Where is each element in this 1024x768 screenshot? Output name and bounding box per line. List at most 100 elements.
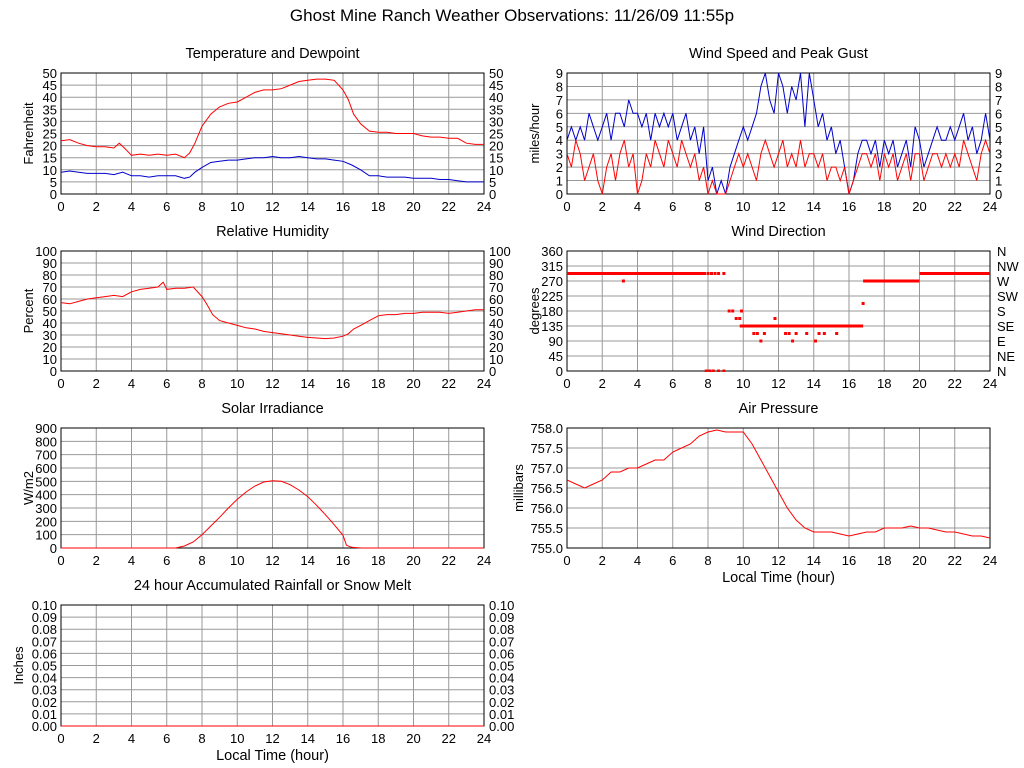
x-tick-label: 2	[93, 199, 100, 214]
grid	[60, 427, 485, 549]
y-tick-label-right: 0	[995, 187, 1002, 202]
y-tick-label: 100	[35, 244, 57, 259]
x-tick-label: 16	[842, 199, 856, 214]
grid	[60, 72, 485, 195]
x-tick-label: 2	[599, 376, 606, 391]
direction-point	[621, 279, 625, 283]
x-tick-label: 6	[669, 553, 676, 568]
chart-title: Temperature and Dewpoint	[185, 46, 359, 62]
direction-point	[711, 369, 715, 372]
y-tick-label-right: 10	[489, 352, 503, 367]
y-tick-label-right: 0.07	[489, 634, 514, 649]
direction-point	[777, 324, 780, 328]
x-tick-label: 4	[128, 553, 135, 568]
y-tick-label: 700	[35, 448, 57, 463]
x-tick-label: 18	[371, 376, 385, 391]
x-tick-label: 0	[57, 376, 64, 391]
y-tick-label-right: 0.08	[489, 622, 514, 637]
y-tick-label-right: 45	[489, 78, 503, 93]
x-tick-label: 18	[877, 199, 891, 214]
chart-title: Air Pressure	[739, 401, 819, 417]
x-tick-label: 22	[948, 553, 962, 568]
y-tick-label: 7	[556, 93, 563, 108]
y-tick-label: 40	[43, 90, 57, 105]
x-tick-label: 6	[669, 376, 676, 391]
direction-point	[727, 309, 731, 313]
y-tick-label: 0.06	[32, 646, 57, 661]
y-tick-label: 50	[43, 66, 57, 81]
y-tick-label: 100	[35, 528, 57, 543]
direction-point	[817, 332, 821, 335]
direction-point	[704, 369, 708, 372]
x-tick-label: 8	[704, 376, 711, 391]
direction-label: NW	[997, 259, 1019, 274]
y-tick-label: 25	[43, 127, 57, 142]
y-tick-label: 756.5	[530, 481, 563, 496]
y-tick-label: 35	[43, 102, 57, 117]
x-tick-label: 12	[771, 553, 785, 568]
y-tick-label-right: 10	[489, 163, 503, 178]
x-tick-label: 6	[163, 731, 170, 746]
x-tick-label: 16	[336, 553, 350, 568]
direction-point	[710, 272, 714, 275]
x-tick-label: 12	[265, 376, 279, 391]
x-tick-label: 8	[198, 199, 205, 214]
x-tick-label: 20	[912, 376, 926, 391]
direction-point	[722, 369, 726, 372]
x-tick-label: 24	[477, 376, 491, 391]
x-tick-label: 10	[230, 199, 244, 214]
x-tick-label: 14	[301, 553, 315, 568]
x-tick-label: 20	[406, 553, 420, 568]
direction-point	[755, 332, 759, 335]
x-tick-label: 12	[265, 553, 279, 568]
direction-point	[773, 317, 777, 320]
x-tick-label: 24	[983, 376, 997, 391]
x-tick-label: 10	[736, 553, 750, 568]
direction-label: SE	[997, 319, 1015, 334]
y-tick-label: 0	[50, 541, 57, 556]
y-tick-label: 600	[35, 461, 57, 476]
y-tick-label: 756.0	[530, 501, 563, 516]
direction-point	[822, 332, 826, 335]
x-tick-label: 14	[301, 376, 315, 391]
y-tick-label: 757.5	[530, 441, 563, 456]
y-tick-label: 360	[541, 244, 563, 259]
y-tick-label: 6	[556, 106, 563, 121]
direction-point	[706, 272, 710, 275]
y-tick-label-right: 0	[489, 187, 496, 202]
x-tick-label: 20	[406, 199, 420, 214]
y-tick-label: 0	[556, 187, 563, 202]
direction-point	[805, 332, 809, 335]
plot-data	[567, 72, 990, 195]
x-tick-label: 16	[336, 376, 350, 391]
y-tick-label: 0.07	[32, 634, 57, 649]
x-axis-label: Local Time (hour)	[722, 570, 835, 586]
y-tick-label-right: 0.04	[489, 671, 514, 686]
y-tick-label: 315	[541, 259, 563, 274]
y-tick-label: 15	[43, 151, 57, 166]
y-tick-label: 800	[35, 434, 57, 449]
y-tick-label-right: 50	[489, 304, 503, 319]
plot-data	[567, 272, 990, 372]
y-tick-label-right: 0.03	[489, 683, 514, 698]
y-tick-label-right: 100	[489, 244, 511, 259]
y-tick-label: 0	[50, 364, 57, 379]
plot-data	[61, 281, 484, 340]
plot-frame	[566, 427, 991, 549]
direction-point	[835, 332, 839, 335]
grid	[60, 604, 485, 727]
x-tick-label: 8	[198, 553, 205, 568]
chart-rain: 24 hour Accumulated Rainfall or Snow Mel…	[11, 578, 514, 764]
y-tick-label-right: 15	[489, 151, 503, 166]
direction-point	[708, 369, 712, 372]
x-tick-label: 0	[563, 199, 570, 214]
y-tick-label: 30	[43, 114, 57, 129]
direction-point	[814, 339, 818, 343]
y-tick-label: 90	[549, 334, 563, 349]
y-tick-label: 0.00	[32, 719, 57, 734]
series-line-0	[567, 429, 990, 539]
